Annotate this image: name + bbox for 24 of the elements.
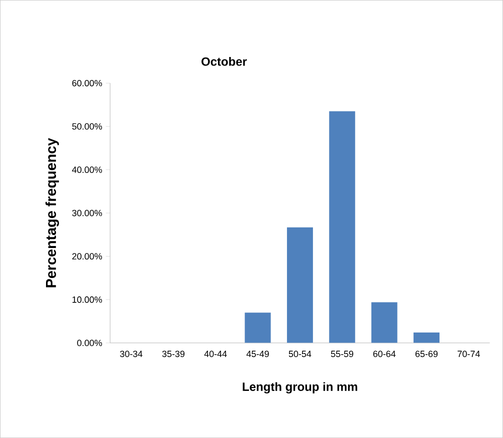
bar (286, 227, 313, 343)
y-tick-label: 40.00% (72, 166, 102, 173)
x-tick-label: 35-39 (162, 350, 184, 358)
x-axis-title: Length group in mm (242, 382, 358, 394)
y-tick-label: 30.00% (72, 210, 102, 216)
x-tick-label: 45-49 (246, 350, 269, 358)
y-tick-label: 60.00% (72, 80, 102, 86)
y-tick-label: 0.00% (77, 340, 102, 346)
bar (414, 332, 440, 343)
x-tick-label: 70-74 (458, 350, 480, 358)
bar (329, 111, 356, 343)
x-tick-label: 60-64 (373, 350, 396, 358)
x-tick-label: 65-69 (415, 350, 438, 358)
y-tick-label: 20.00% (72, 253, 102, 260)
x-tick-label: 55-59 (331, 350, 354, 358)
y-axis-title: Percentage frequency (45, 138, 59, 288)
x-tick-label: 50-54 (288, 350, 312, 358)
bar (244, 312, 271, 343)
bar (371, 302, 398, 343)
chart-title: October (202, 57, 247, 66)
y-tick-label: 50.00% (72, 123, 102, 130)
x-tick-label: 40-44 (204, 350, 227, 358)
y-tick-label: 10.00% (72, 296, 102, 303)
x-tick-label: 30-34 (120, 350, 142, 358)
